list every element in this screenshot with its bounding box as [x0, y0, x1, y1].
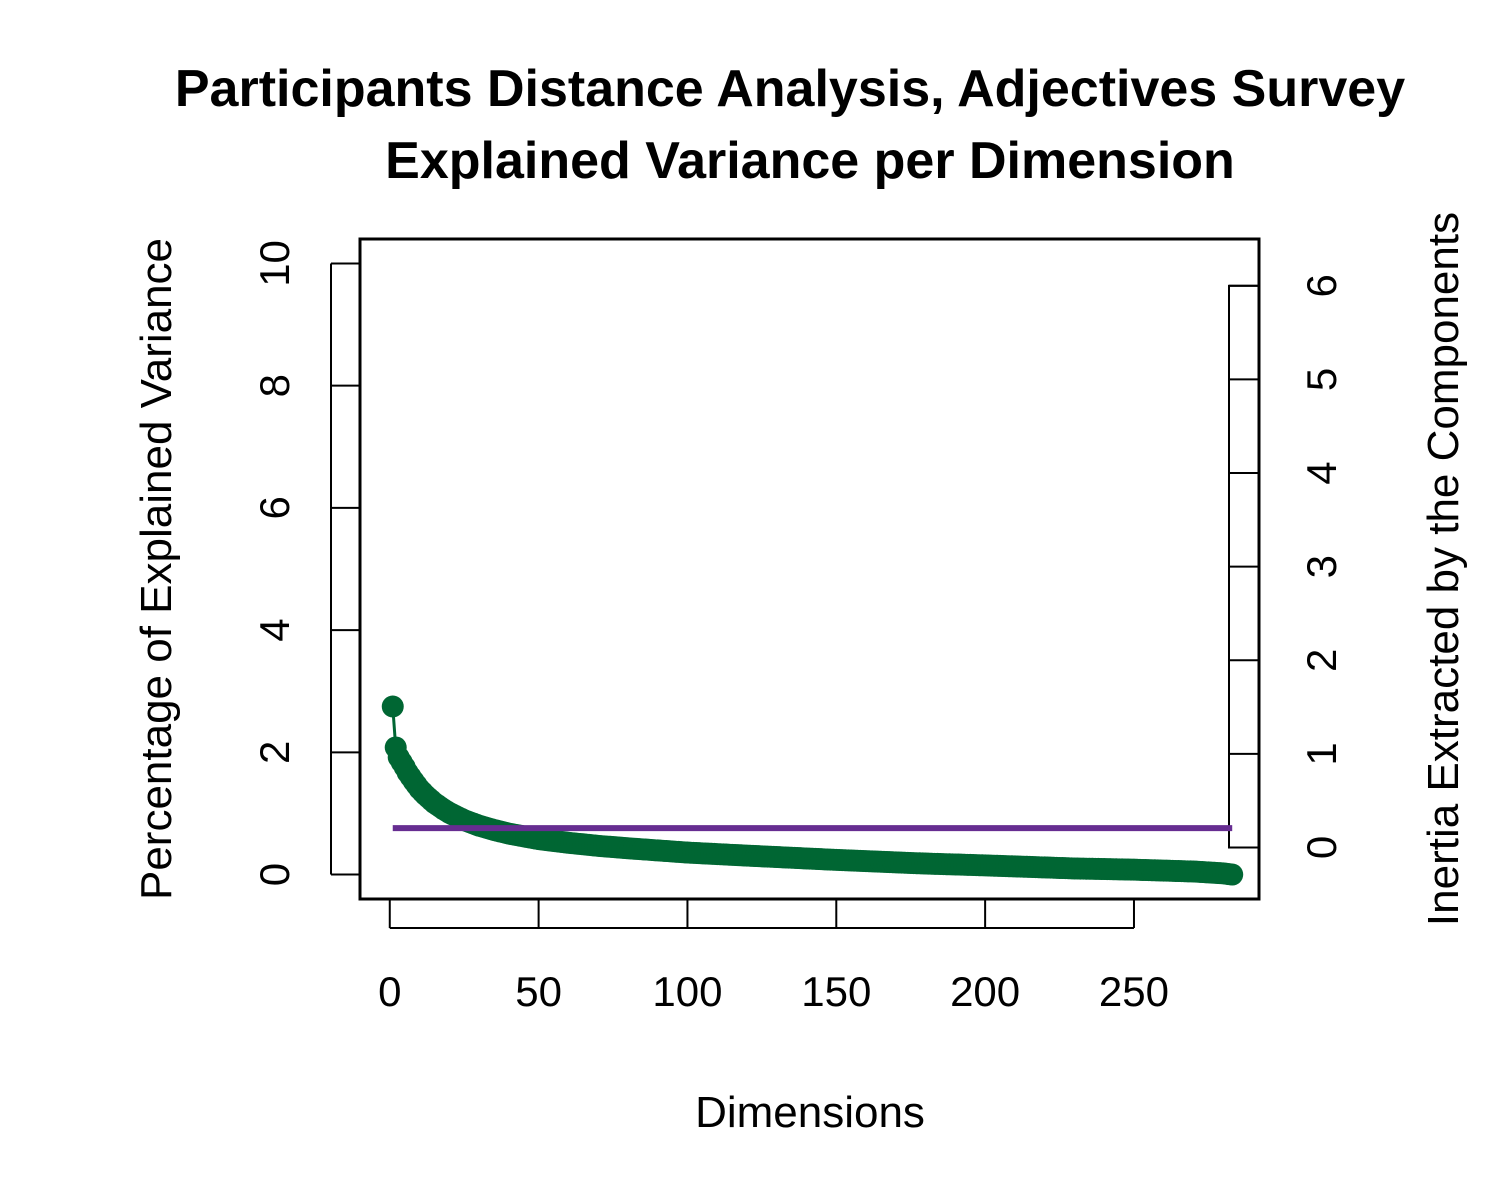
- chart-title: Participants Distance Analysis, Adjectiv…: [175, 60, 1405, 118]
- y-tick-label: 2: [251, 741, 298, 764]
- y2-tick-label: 1: [1298, 742, 1345, 765]
- y-axis-label: Percentage of Explained Variance: [132, 238, 181, 900]
- x-axis: 0 50 100 150 200 250: [378, 899, 1169, 1015]
- y2-tick-label: 6: [1298, 274, 1345, 297]
- scree-point: [1221, 863, 1244, 886]
- x-tick-label: 200: [950, 968, 1020, 1015]
- y2-tick-label: 2: [1298, 649, 1345, 672]
- x-tick-label: 100: [652, 968, 722, 1015]
- y2-tick-label: 4: [1298, 461, 1345, 484]
- y-tick-label: 10: [251, 240, 298, 287]
- y2-tick-label: 3: [1298, 555, 1345, 578]
- y-tick-label: 4: [251, 618, 298, 641]
- y-tick-label: 8: [251, 374, 298, 397]
- x-tick-label: 0: [378, 968, 401, 1015]
- x-axis-label: Dimensions: [695, 1088, 925, 1137]
- y-axis: 0 2 4 6 8 10: [251, 240, 360, 886]
- x-tick-label: 150: [801, 968, 871, 1015]
- chart-subtitle: Explained Variance per Dimension: [385, 132, 1235, 190]
- y2-tick-label: 0: [1298, 836, 1345, 859]
- y2-tick-label: 5: [1298, 368, 1345, 391]
- x-tick-label: 250: [1099, 968, 1169, 1015]
- data-series: [381, 695, 1244, 886]
- y-tick-label: 6: [251, 496, 298, 519]
- plot-frame: [358, 237, 1261, 901]
- scree-point: [381, 695, 404, 718]
- y-tick-label: 0: [251, 863, 298, 886]
- y2-axis-label: Inertia Extracted by the Components: [1419, 212, 1468, 926]
- x-tick-label: 50: [515, 968, 562, 1015]
- inertia-axis: 0 1 2 3 4 5 6: [1228, 274, 1345, 859]
